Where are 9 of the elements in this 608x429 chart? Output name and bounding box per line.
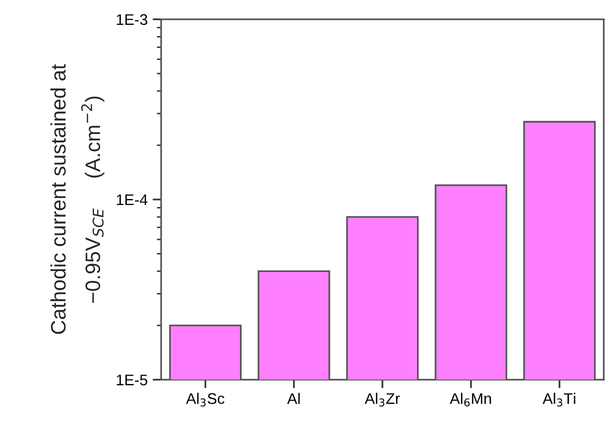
- x-tick-label: Al$_{3}$Ti: [542, 392, 576, 407]
- y-tick-label: 1E-5: [116, 374, 148, 386]
- x-tick-label: Al$_{3}$Sc: [186, 392, 224, 407]
- text: Cathodic current sustained at −0.95V$_{SCE}$ (A.cm$^{−2}$): [50, 64, 104, 334]
- x-tick-label: Al: [287, 392, 300, 404]
- y-tick-label: 1E-3: [116, 14, 148, 25]
- y-tick-label: 1E-4: [116, 194, 148, 206]
- x-tick-label: Al$_{3}$Zr: [364, 392, 400, 407]
- x-tick-label: Al$_{6}$Mn: [450, 392, 491, 407]
